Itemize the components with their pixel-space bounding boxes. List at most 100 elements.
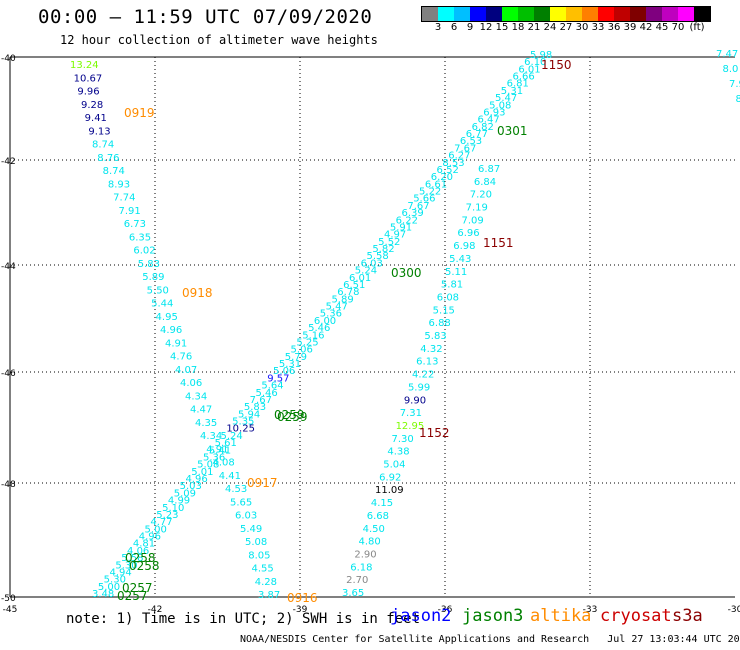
wave-height-value: 5.83: [424, 331, 446, 342]
color-scale-swatch: [566, 7, 582, 21]
wave-height-value: 4.53: [225, 484, 247, 495]
wave-height-value: 5.15: [433, 305, 455, 316]
wave-height-value: 5.36: [320, 309, 342, 320]
wave-height-value: 6.03: [235, 511, 257, 522]
wave-height-value: 8.05: [248, 550, 270, 561]
wave-height-value: 5.83: [244, 402, 266, 413]
wave-height-value: 4.77: [150, 517, 172, 528]
wave-height-value: 5.10: [162, 503, 184, 514]
wave-height-value: 8.74: [92, 140, 114, 151]
wave-height-value: 5.64: [261, 381, 283, 392]
wave-height-value: 6.10: [524, 57, 546, 68]
wave-height-value: 4.41: [219, 471, 241, 482]
wave-height-value: 6.93: [483, 107, 505, 118]
wave-height-value: 5.00: [145, 524, 167, 535]
wave-height-value: 5.11: [445, 267, 467, 278]
lon-tick-label: -45: [3, 605, 18, 615]
page-title: 00:00 – 11:59 UTC 07/09/2020: [38, 6, 373, 28]
wave-height-value: 6.03: [361, 258, 383, 269]
wave-height-value: 9.13: [88, 126, 110, 137]
wave-height-value: 5.06: [291, 345, 313, 356]
color-scale-tick: 6: [450, 22, 458, 33]
wave-height-value: 5.99: [408, 382, 430, 393]
wave-height-value: 5.49: [240, 524, 262, 535]
color-scale-tick: 3: [434, 22, 442, 33]
color-scale-swatch: [694, 7, 710, 21]
color-scale-tick: 21: [527, 22, 541, 33]
color-scale-swatch: [502, 7, 518, 21]
wave-height-value: 6.68: [367, 511, 389, 522]
wave-height-value: 5.82: [372, 244, 394, 255]
wave-height-value: 4.91: [165, 338, 187, 349]
wave-height-value: 5.43: [449, 254, 471, 265]
lon-tick-label: -33: [583, 605, 598, 615]
wave-height-value: 5.09: [174, 488, 196, 499]
color-scale-swatch: [550, 7, 566, 21]
wave-height-value: 5.65: [230, 497, 252, 508]
wave-height-value: 6.08: [437, 292, 459, 303]
pass-time-label: 0300: [391, 266, 422, 280]
wave-height-value: 5.24: [355, 266, 377, 277]
pass-time-label: 0259: [277, 410, 308, 424]
wave-height-value: 7.20: [470, 190, 492, 201]
wave-height-value: 4.94: [110, 567, 132, 578]
color-scale-tick: 18: [511, 22, 525, 33]
lat-tick-label: -44: [1, 262, 16, 272]
wave-height-value: 13.24: [70, 60, 99, 71]
lon-tick-label: -36: [438, 605, 453, 615]
wave-height-value: 5.58: [121, 553, 143, 564]
wave-height-value: 2.90: [354, 549, 376, 560]
wave-height-value: 6.78: [337, 287, 359, 298]
wave-height-value: 8.: [736, 94, 740, 105]
track-far-right: 7.478.07.98.8: [716, 49, 740, 105]
pass-time-label: 1150: [541, 58, 572, 72]
color-scale-swatch: [470, 7, 486, 21]
wave-height-value: 5.47: [495, 93, 517, 104]
color-scale-tick: 45: [655, 22, 669, 33]
wave-height-value: 7.19: [466, 203, 488, 214]
wave-height-value: 5.08: [245, 537, 267, 548]
wave-height-value: 4.81: [133, 539, 155, 550]
wave-height-value: 5.16: [302, 330, 324, 341]
wave-height-value: 6.82: [472, 122, 494, 133]
pass-time-label: 0919: [124, 106, 155, 120]
legend-altika: altika: [530, 606, 592, 626]
wave-height-value: 6.13: [416, 357, 438, 368]
wave-height-value: 6.98: [453, 241, 475, 252]
pass-time-label: 0301: [497, 124, 528, 138]
wave-height-value: 6.66: [512, 72, 534, 83]
wave-height-value: 7.67: [407, 201, 429, 212]
wave-height-value: 6.35: [129, 232, 151, 243]
lat-tick-label: -46: [1, 369, 16, 379]
wave-height-value: 5.04: [383, 460, 405, 471]
wave-height-value: 5.41: [209, 445, 231, 456]
wave-height-value: 6.52: [437, 165, 459, 176]
wave-height-value: 5.44: [151, 299, 173, 310]
wave-height-value: 4.76: [170, 352, 192, 363]
wave-height-value: 6.61: [425, 179, 447, 190]
wave-height-value: 5.52: [378, 237, 400, 248]
pass-time-label: 0917: [247, 476, 278, 490]
color-scale-swatch: [582, 7, 598, 21]
wave-height-value: 5.03: [180, 481, 202, 492]
wave-height-value: 7.67: [250, 395, 272, 406]
lat-tick-label: -48: [1, 480, 16, 490]
wave-height-value: 5.61: [215, 438, 237, 449]
pass-time-label: 0258: [129, 559, 160, 573]
color-scale-unit: (ft): [689, 22, 705, 33]
wave-height-value: 4.35: [195, 418, 217, 429]
wave-height-value: 6.84: [474, 177, 496, 188]
pass-time-labels: 1150091903011151030009180259025911520917…: [117, 58, 572, 605]
lat-tick-label: -42: [1, 157, 16, 167]
lon-tick-label: -30: [728, 605, 740, 615]
wave-height-value: 7.91: [118, 206, 140, 217]
wave-height-value: 6.01: [349, 273, 371, 284]
wave-height-value: 5.89: [331, 294, 353, 305]
wave-height-value: 6.81: [507, 79, 529, 90]
lat-tick-label: -40: [1, 54, 16, 64]
pass-time-label: 1151: [483, 236, 514, 250]
wave-height-value: 5.00: [98, 582, 120, 593]
wave-height-value: 6.02: [133, 246, 155, 257]
wave-height-value: 4.95: [156, 312, 178, 323]
wave-height-value: 5.47: [326, 302, 348, 313]
